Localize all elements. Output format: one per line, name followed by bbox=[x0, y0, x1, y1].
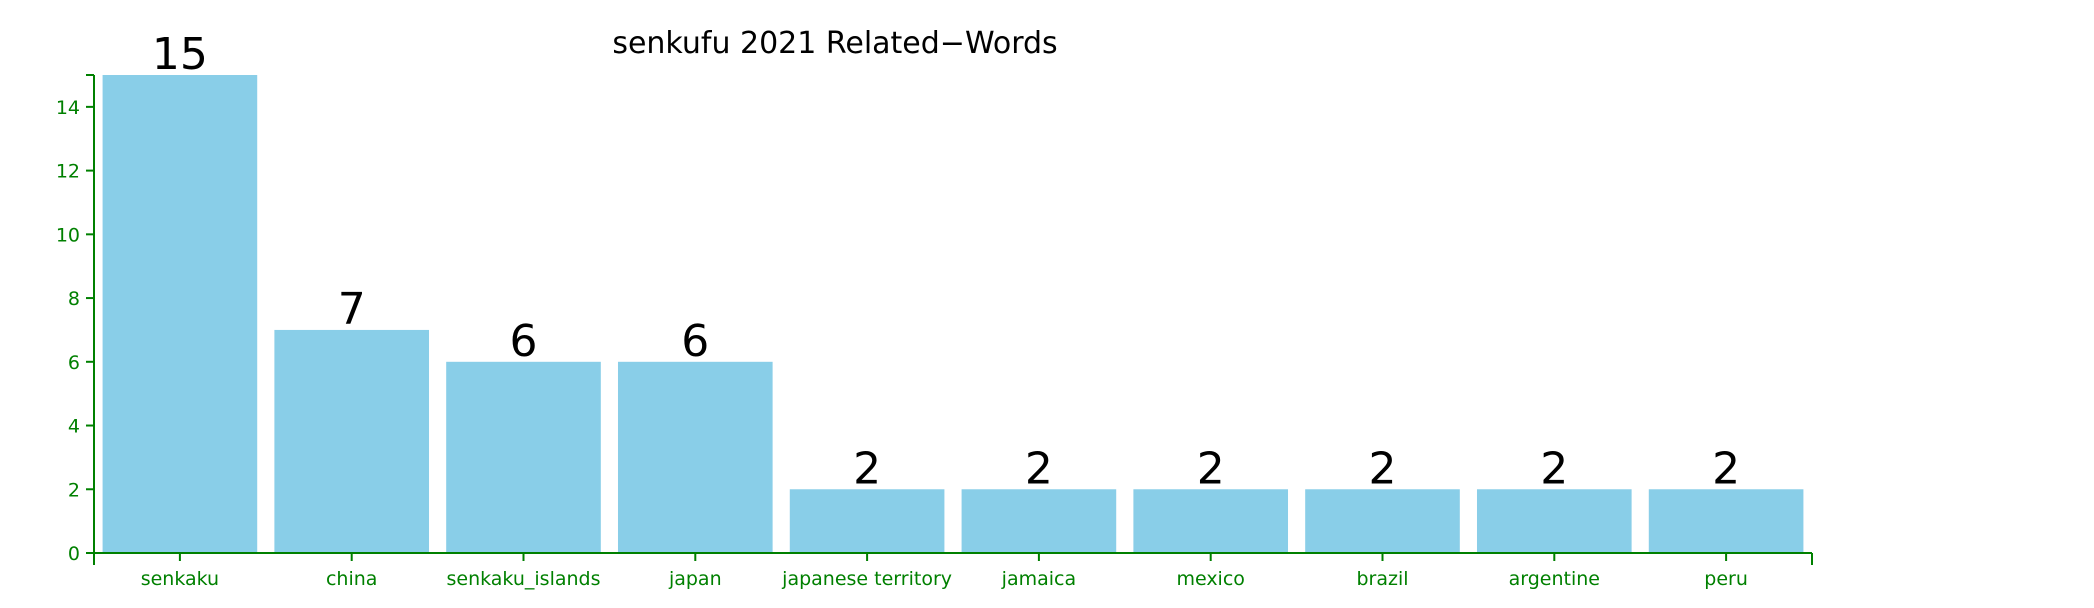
bar bbox=[1476, 489, 1632, 553]
y-tick-label: 0 bbox=[68, 543, 80, 565]
y-tick-label: 14 bbox=[56, 97, 80, 119]
x-tick-label: brazil bbox=[1356, 568, 1408, 590]
y-tick-label: 6 bbox=[68, 352, 80, 374]
y-tick-label: 8 bbox=[68, 288, 80, 310]
bars-group bbox=[102, 75, 1804, 553]
bar bbox=[1305, 489, 1460, 553]
bar bbox=[274, 329, 430, 553]
bar bbox=[961, 489, 1117, 553]
bar bbox=[1648, 489, 1804, 553]
bar-value-label: 6 bbox=[681, 316, 709, 367]
x-tick-label: senkaku bbox=[141, 568, 219, 590]
bar-value-label: 2 bbox=[1025, 443, 1053, 494]
bar-labels-group: 15 7 6 6 2 2 2 2 2 2 bbox=[152, 29, 1740, 494]
bar bbox=[617, 361, 773, 553]
x-tick-label: china bbox=[326, 568, 377, 590]
bar-value-label: 15 bbox=[152, 29, 208, 80]
x-tick-label: japan bbox=[668, 568, 722, 590]
y-tick-label: 4 bbox=[68, 416, 80, 438]
bar bbox=[789, 489, 945, 553]
bar-value-label: 7 bbox=[338, 284, 366, 335]
x-tick-label: peru bbox=[1704, 568, 1748, 590]
y-tick-label: 10 bbox=[56, 224, 80, 246]
y-axis: 0 2 4 6 8 10 12 14 bbox=[56, 74, 95, 565]
x-tick-label: jamaica bbox=[1001, 568, 1076, 590]
bar bbox=[102, 75, 258, 553]
bar bbox=[1133, 489, 1289, 553]
x-axis: senkaku china senkaku_islands japan japanese… bbox=[93, 552, 1813, 590]
x-tick-label: mexico bbox=[1176, 568, 1244, 590]
x-tick-label: argentine bbox=[1509, 568, 1600, 590]
x-tick-label: japanese territory bbox=[781, 568, 952, 590]
bar-value-label: 2 bbox=[1369, 443, 1397, 494]
y-tick-label: 2 bbox=[68, 479, 80, 501]
bar-value-label: 2 bbox=[1712, 443, 1740, 494]
x-tick-label: senkaku_islands bbox=[446, 568, 600, 590]
bar bbox=[446, 361, 601, 553]
y-tick-label: 12 bbox=[56, 161, 80, 183]
bar-value-label: 2 bbox=[1197, 443, 1225, 494]
bar-value-label: 2 bbox=[1540, 443, 1568, 494]
bar-value-label: 2 bbox=[853, 443, 881, 494]
bar-value-label: 6 bbox=[510, 316, 538, 367]
chart-title: senkufu 2021 Related−Words bbox=[612, 26, 1057, 61]
